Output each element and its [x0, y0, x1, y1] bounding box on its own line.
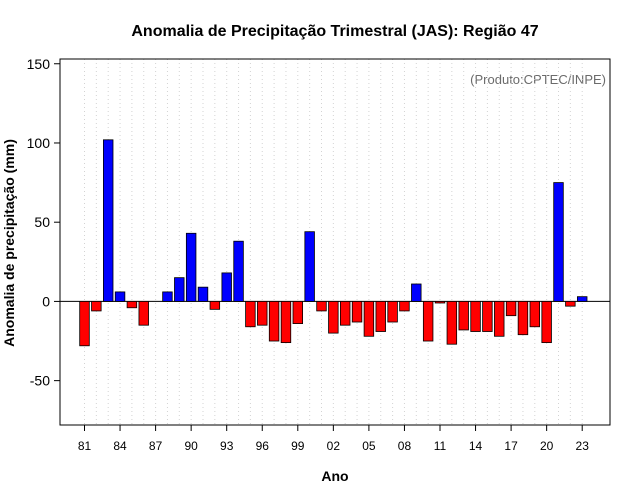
bar-07 — [387, 301, 398, 323]
bar-22 — [565, 301, 576, 307]
x-tick-label: 14 — [469, 439, 483, 453]
bar-85 — [126, 301, 138, 309]
bar-01 — [316, 301, 327, 312]
bar-98 — [280, 301, 292, 344]
y-tick-label: 0 — [42, 293, 50, 309]
bar-21 — [553, 182, 564, 302]
bar-99 — [292, 301, 304, 325]
plot-frame — [59, 58, 611, 426]
x-tick-label: 84 — [113, 439, 127, 453]
bar-15 — [482, 301, 493, 332]
x-tick-label: 05 — [362, 439, 376, 453]
y-tick-label: 100 — [27, 135, 51, 151]
x-tick-label: 02 — [327, 439, 341, 453]
x-axis-title: Ano — [321, 468, 348, 484]
x-tick-label: 99 — [291, 439, 305, 453]
source-annotation: (Produto:CPTEC/INPE) — [470, 72, 606, 87]
x-tick-label: 81 — [78, 439, 92, 453]
chart-title: Anomalia de Precipitação Trimestral (JAS… — [131, 23, 538, 40]
x-tick-label: 96 — [256, 439, 270, 453]
y-tick-label: 150 — [27, 56, 51, 72]
y-tick-label: -50 — [30, 373, 50, 389]
bar-82 — [91, 301, 102, 312]
x-tick-label: 08 — [398, 439, 412, 453]
bar-88 — [162, 291, 173, 302]
bar-86 — [138, 301, 149, 326]
bar-00 — [304, 231, 315, 302]
bar-17 — [505, 301, 517, 317]
bar-16 — [494, 301, 505, 337]
vertical-grid — [84, 59, 583, 425]
x-tick-label: 93 — [220, 439, 234, 453]
bar-05 — [363, 301, 375, 337]
bar-81 — [79, 301, 90, 347]
bar-90 — [185, 232, 197, 302]
x-tick-label: 17 — [504, 439, 518, 453]
bar-12 — [446, 301, 458, 345]
x-tick-label: 87 — [149, 439, 163, 453]
bar-84 — [114, 291, 126, 302]
bar-23 — [577, 296, 588, 302]
x-tick-label: 23 — [576, 439, 590, 453]
x-tick-label: 11 — [434, 439, 447, 453]
bar-94 — [233, 240, 244, 302]
bar-96 — [257, 301, 268, 326]
bar-83 — [103, 139, 114, 302]
bar-19 — [529, 301, 541, 328]
y-tick-label: 50 — [34, 214, 50, 230]
bar-11 — [434, 301, 446, 304]
bar-95 — [245, 301, 256, 328]
bars — [79, 139, 588, 347]
y-axis: -50 0 50 100 150 — [27, 56, 60, 389]
bar-89 — [174, 277, 185, 302]
bar-14 — [470, 301, 481, 332]
bar-20 — [541, 301, 552, 344]
bar-93 — [221, 272, 232, 302]
x-axis: 81 84 87 90 93 96 99 02 05 08 11 14 17 20 23 — [78, 425, 589, 453]
bar-97 — [268, 301, 280, 342]
y-axis-title: Anomalia de precipitação (mm) — [1, 139, 17, 347]
bar-04 — [351, 301, 363, 323]
bar-13 — [458, 301, 469, 331]
bar-09 — [411, 283, 422, 302]
bar-03 — [339, 301, 351, 326]
bar-18 — [517, 301, 529, 336]
bar-08 — [399, 301, 410, 312]
x-tick-label: 20 — [540, 439, 554, 453]
bar-06 — [375, 301, 386, 332]
bar-91 — [197, 286, 209, 302]
bar-02 — [328, 301, 339, 334]
bar-10 — [422, 301, 434, 342]
bar-92 — [209, 301, 221, 310]
x-tick-label: 90 — [184, 439, 198, 453]
